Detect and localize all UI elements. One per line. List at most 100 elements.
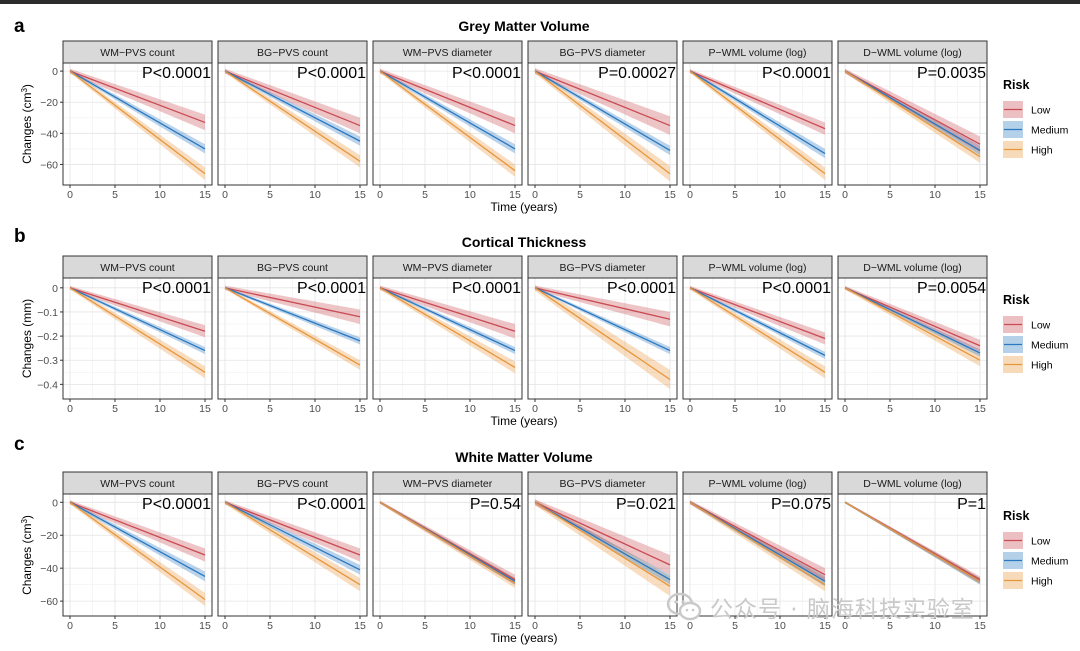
facet-strip-label: WM−PVS diameter bbox=[403, 262, 493, 274]
series-line-medium bbox=[844, 70, 981, 152]
panel-border bbox=[217, 493, 368, 617]
x-tick-label: 15 bbox=[974, 620, 986, 632]
facet-panel: BG−PVS count 0 5 10 15 P<0.0001 bbox=[217, 471, 368, 632]
panel-border bbox=[837, 493, 988, 617]
series-line-high bbox=[689, 70, 826, 175]
p-value-annotation: P<0.0001 bbox=[142, 496, 211, 513]
x-tick-label: 10 bbox=[619, 403, 631, 415]
series-line-medium bbox=[379, 70, 516, 150]
x-tick-label: 0 bbox=[532, 620, 538, 632]
panel-title-b: Cortical Thickness bbox=[462, 234, 587, 250]
x-tick-label: 0 bbox=[532, 403, 538, 415]
y-axis-label-c: Changes (cm3) bbox=[20, 515, 34, 595]
x-tick-label: 15 bbox=[199, 620, 211, 632]
series-line-medium bbox=[224, 70, 361, 142]
x-tick-label: 0 bbox=[687, 403, 693, 415]
facet-strip-label: WM−PVS diameter bbox=[403, 47, 493, 59]
x-tick-label: 10 bbox=[154, 189, 166, 201]
x-tick-label: 5 bbox=[732, 620, 738, 632]
series-line-medium bbox=[689, 287, 826, 356]
x-axis-label-c: Time (years) bbox=[491, 631, 558, 645]
legend-title: Risk bbox=[1003, 509, 1029, 523]
y-tick-label: 0 bbox=[52, 66, 58, 78]
legend-b: Risk Low Medium High bbox=[1003, 293, 1069, 373]
x-tick-label: 15 bbox=[819, 620, 831, 632]
p-value-annotation: P<0.0001 bbox=[142, 280, 211, 297]
x-tick-label: 5 bbox=[112, 189, 118, 201]
facet-strip-label: WM−PVS count bbox=[100, 478, 174, 490]
x-tick-label: 5 bbox=[577, 189, 583, 201]
series-line-medium bbox=[69, 501, 206, 577]
x-tick-label: 15 bbox=[354, 189, 366, 201]
x-tick-label: 15 bbox=[509, 189, 521, 201]
y-tick-label: −20 bbox=[40, 97, 58, 109]
x-tick-label: 5 bbox=[422, 620, 428, 632]
x-axis-label-a: Time (years) bbox=[491, 200, 558, 214]
panel-title-c: White Matter Volume bbox=[455, 449, 593, 465]
x-tick-label: 10 bbox=[309, 403, 321, 415]
p-value-annotation: P<0.0001 bbox=[297, 496, 366, 513]
facet-panel: P−WML volume (log) 0 5 10 15 P=0.075 bbox=[682, 471, 833, 632]
series-line-high bbox=[689, 501, 826, 586]
p-value-annotation: P=0.54 bbox=[470, 496, 521, 513]
p-value-annotation: P<0.0001 bbox=[142, 65, 211, 82]
series-line-low bbox=[224, 70, 361, 127]
series-line-high bbox=[69, 70, 206, 175]
panel-border bbox=[217, 62, 368, 186]
series-line-high bbox=[224, 287, 361, 366]
facet-strip-label: BG−PVS count bbox=[257, 262, 328, 274]
panel-border bbox=[527, 493, 678, 617]
facet-strip-label: WM−PVS diameter bbox=[403, 478, 493, 490]
facet-panel: D−WML volume (log) 0 5 10 15 P=1 bbox=[837, 471, 988, 632]
facet-strip-label: D−WML volume (log) bbox=[863, 262, 962, 274]
legend-label-high: High bbox=[1031, 145, 1053, 157]
y-tick-label: −40 bbox=[40, 563, 58, 575]
p-value-annotation: P<0.0001 bbox=[452, 65, 521, 82]
series-line-high bbox=[534, 70, 671, 175]
series-line-high bbox=[534, 501, 671, 587]
legend-title: Risk bbox=[1003, 293, 1029, 307]
series-line-medium bbox=[69, 287, 206, 352]
x-tick-label: 0 bbox=[532, 189, 538, 201]
facet-strip-label: BG−PVS count bbox=[257, 47, 328, 59]
legend-title: Risk bbox=[1003, 78, 1029, 92]
facet-panel: WM−PVS count 0 5 10 15 0 −20 −40 −60 P<0.0001 bbox=[40, 471, 213, 632]
p-value-annotation: P=0.0035 bbox=[917, 65, 986, 82]
x-tick-label: 10 bbox=[774, 403, 786, 415]
facet-strip-label: P−WML volume (log) bbox=[709, 262, 807, 274]
x-tick-label: 5 bbox=[577, 620, 583, 632]
x-tick-label: 5 bbox=[577, 403, 583, 415]
x-tick-label: 0 bbox=[687, 189, 693, 201]
series-line-low bbox=[689, 287, 826, 340]
series-line-medium bbox=[534, 70, 671, 152]
y-tick-label: −0.3 bbox=[37, 355, 58, 367]
facet-panel: BG−PVS count 0 5 10 15 P<0.0001 bbox=[217, 40, 368, 201]
watermark: 公众号 · 脑海科技实验室 bbox=[666, 590, 975, 624]
x-tick-label: 0 bbox=[222, 189, 228, 201]
facet-panel: WM−PVS diameter 0 5 10 15 P=0.54 bbox=[372, 471, 523, 632]
facet-strip-label: P−WML volume (log) bbox=[709, 478, 807, 490]
x-axis-label-b: Time (years) bbox=[491, 414, 558, 428]
x-tick-label: 10 bbox=[309, 620, 321, 632]
series-line-high bbox=[534, 287, 671, 381]
series-line-low bbox=[844, 287, 981, 347]
facet-panel: D−WML volume (log) 0 5 10 15 P=0.0054 bbox=[837, 255, 988, 415]
facet-panel: BG−PVS diameter 0 5 10 15 P=0.021 bbox=[527, 471, 678, 632]
legend-c: Risk Low Medium High bbox=[1003, 509, 1069, 589]
x-tick-label: 10 bbox=[464, 403, 476, 415]
series-line-medium bbox=[69, 70, 206, 150]
p-value-annotation: P<0.0001 bbox=[762, 65, 831, 82]
legend-label-medium: Medium bbox=[1031, 125, 1069, 137]
legend-label-high: High bbox=[1031, 360, 1053, 372]
series-line-low bbox=[534, 70, 671, 127]
y-tick-label: 0 bbox=[52, 283, 58, 295]
series-line-low bbox=[69, 287, 206, 332]
x-tick-label: 5 bbox=[267, 620, 273, 632]
x-tick-label: 0 bbox=[377, 403, 383, 415]
facet-strip-label: D−WML volume (log) bbox=[863, 47, 962, 59]
panel-title-a: Grey Matter Volume bbox=[458, 18, 589, 34]
p-value-annotation: P<0.0001 bbox=[607, 280, 676, 297]
facet-panel: WM−PVS count 0 5 10 15 0 −0.1 −0.2 −0.3 −0.4 P<0.0… bbox=[37, 255, 213, 415]
p-value-annotation: P<0.0001 bbox=[297, 280, 366, 297]
series-line-high bbox=[69, 501, 206, 600]
